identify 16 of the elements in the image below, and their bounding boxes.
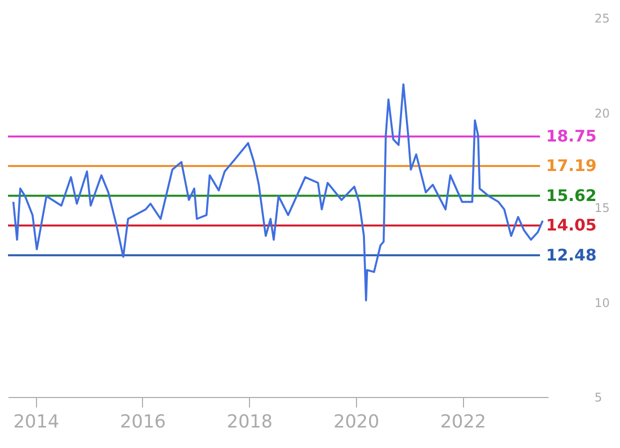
x-tick-label: 2014 bbox=[13, 412, 60, 432]
x-tick-label: 2018 bbox=[226, 412, 273, 432]
ref-line-label: 14.05 bbox=[546, 216, 597, 235]
x-tick-label: 2022 bbox=[440, 412, 486, 432]
y-tick-label: 10 bbox=[594, 296, 610, 310]
ref-line-label: 17.19 bbox=[546, 156, 597, 175]
y-tick-label: 25 bbox=[594, 12, 610, 26]
y-tick-label: 5 bbox=[594, 390, 602, 404]
y-tick-label: 20 bbox=[594, 106, 610, 120]
ref-line-label: 18.75 bbox=[546, 126, 597, 146]
y-tick-label: 15 bbox=[594, 201, 610, 215]
line-series bbox=[12, 83, 544, 302]
x-tick-label: 2016 bbox=[120, 412, 166, 432]
ref-line-label: 15.62 bbox=[546, 186, 597, 205]
ref-line-label: 12.48 bbox=[546, 245, 597, 264]
x-tick-label: 2020 bbox=[334, 412, 380, 432]
